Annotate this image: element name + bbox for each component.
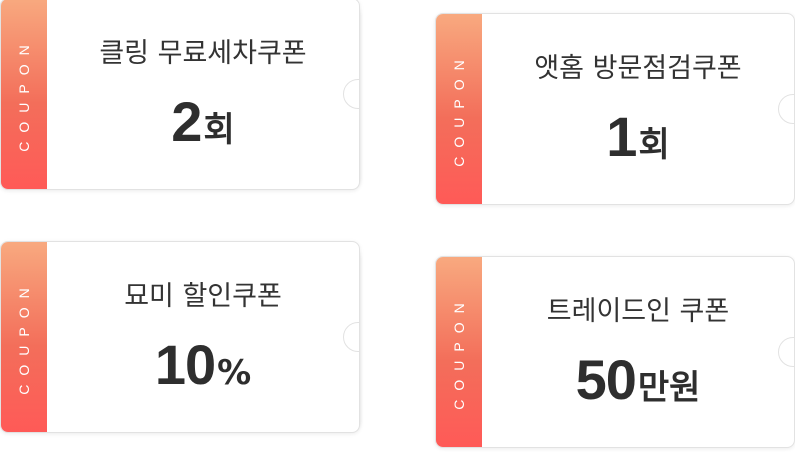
coupon-amount-value: 1 bbox=[606, 105, 637, 168]
coupon-title: 클링 무료세차쿠폰 bbox=[99, 38, 307, 69]
coupon-stripe-label: COUPON bbox=[451, 294, 467, 410]
coupon-amount-unit: 회 bbox=[638, 125, 670, 165]
coupon-card[interactable]: COUPON 클링 무료세차쿠폰 2회 bbox=[0, 0, 360, 190]
coupon-stripe: COUPON bbox=[1, 0, 47, 189]
coupon-card[interactable]: COUPON 트레이드인 쿠폰 50만원 bbox=[435, 256, 795, 448]
coupon-stripe: COUPON bbox=[1, 242, 47, 432]
coupon-amount-value: 10 bbox=[154, 333, 216, 396]
coupon-title: 트레이드인 쿠폰 bbox=[546, 296, 730, 327]
coupon-trade-in[interactable]: COUPON 트레이드인 쿠폰 50만원 bbox=[435, 256, 795, 448]
coupon-amount: 1회 bbox=[482, 104, 794, 169]
coupon-amount: 2회 bbox=[47, 89, 359, 154]
coupon-stripe: COUPON bbox=[436, 14, 482, 204]
coupon-amount: 50만원 bbox=[482, 347, 794, 412]
coupon-stripe-label: COUPON bbox=[16, 279, 32, 395]
coupon-amount-value: 50 bbox=[575, 348, 637, 411]
coupon-amount: 10% bbox=[47, 332, 359, 397]
coupon-amount-unit: 회 bbox=[203, 110, 235, 150]
coupon-amount-value: 2 bbox=[171, 90, 202, 153]
coupon-card[interactable]: COUPON 앳홈 방문점검쿠폰 1회 bbox=[435, 13, 795, 205]
coupon-title: 묘미 할인쿠폰 bbox=[124, 281, 282, 312]
coupon-amount-unit: % bbox=[217, 353, 252, 393]
coupon-stripe-label: COUPON bbox=[16, 36, 32, 152]
coupon-stripe-label: COUPON bbox=[451, 51, 467, 167]
coupon-discount[interactable]: COUPON 묘미 할인쿠폰 10% bbox=[0, 241, 360, 433]
coupon-card[interactable]: COUPON 묘미 할인쿠폰 10% bbox=[0, 241, 360, 433]
coupon-car-wash[interactable]: COUPON 클링 무료세차쿠폰 2회 bbox=[0, 0, 360, 190]
coupon-title: 앳홈 방문점검쿠폰 bbox=[534, 53, 742, 84]
coupon-amount-unit: 만원 bbox=[637, 368, 701, 408]
coupon-home-inspection[interactable]: COUPON 앳홈 방문점검쿠폰 1회 bbox=[435, 13, 795, 205]
coupon-stripe: COUPON bbox=[436, 257, 482, 447]
